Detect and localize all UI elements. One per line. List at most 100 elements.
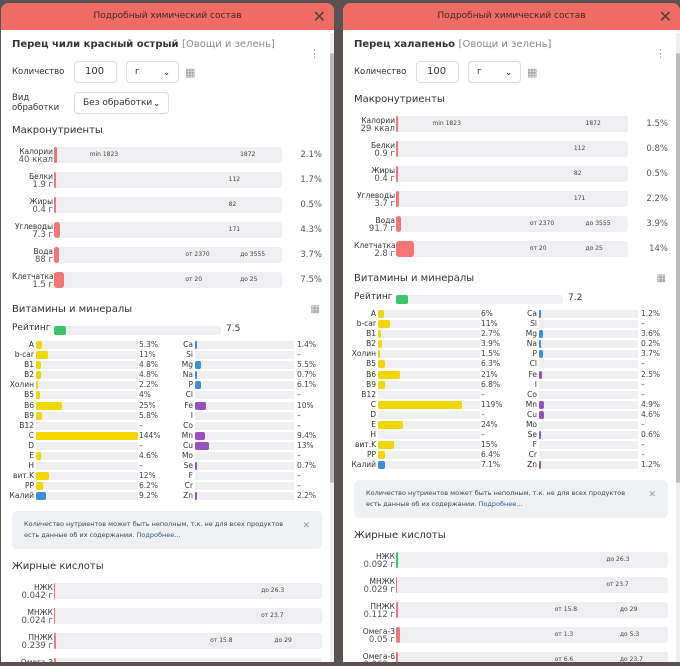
vitamins-title: Витамины и минералы ▦ xyxy=(354,273,668,289)
macros-label: Белки 0.9 г xyxy=(354,142,395,159)
fats-row: НЖК 0.042 г до 26.3 xyxy=(12,581,322,606)
vitamin-bar xyxy=(36,482,138,491)
dialog-header: Подробный химический состав ✕ xyxy=(1,3,334,30)
scrollbar-thumb[interactable] xyxy=(676,53,680,483)
macros-norm-marker: до 25 xyxy=(585,245,603,252)
vitamin-fill xyxy=(36,391,41,400)
vitamin-bar xyxy=(36,351,138,360)
mineral-percent: 1.2% xyxy=(641,309,661,318)
quantity-input[interactable]: 100 xyxy=(74,61,117,83)
fats-label: МНЖК 0.024 г xyxy=(12,608,53,625)
nutrient-row: B1 4.8% Mg 5.5% xyxy=(12,360,322,370)
dismiss-icon[interactable]: ✕ xyxy=(302,520,310,531)
macros-norm-marker: 82 xyxy=(573,170,582,177)
mineral-label: Mg xyxy=(525,329,537,339)
macros-row: Белки 0.9 г 112 0.8% xyxy=(354,139,668,164)
mineral-bar xyxy=(539,320,638,329)
vitamin-bar xyxy=(36,411,138,420)
mineral-fill xyxy=(195,361,201,370)
mineral-bar xyxy=(195,482,294,491)
more-options-icon[interactable]: ⋮ xyxy=(309,47,320,60)
macros-norm-marker: 82 xyxy=(228,201,237,208)
fats-value: 0.112 г xyxy=(363,609,395,620)
vitamin-bar xyxy=(36,391,138,400)
fats-label: МНЖК 0.029 г xyxy=(354,577,395,594)
vitamin-percent: – xyxy=(139,461,143,471)
mineral-percent: 0.7% xyxy=(297,461,317,471)
macros-value: 2.8 г xyxy=(374,249,395,259)
vitamin-bar xyxy=(378,410,480,419)
mineral-label: I xyxy=(190,410,193,420)
mineral-bar xyxy=(195,351,294,360)
scrollbar-thumb[interactable] xyxy=(330,53,334,483)
dismiss-icon[interactable]: ✕ xyxy=(648,489,656,500)
scrollbar[interactable] xyxy=(676,33,680,662)
mineral-bar xyxy=(195,411,294,420)
vitamin-label: B1 xyxy=(24,360,34,370)
mineral-bar xyxy=(195,341,294,349)
mineral-bar xyxy=(195,441,294,450)
macros-percent: 1.5% xyxy=(646,119,668,129)
mineral-label: F xyxy=(188,471,193,481)
fats-norm-marker: до 26.3 xyxy=(261,586,285,594)
macros-norm-marker: 171 xyxy=(573,195,586,202)
vitamin-bar xyxy=(36,431,138,440)
macros-label: Углеводы 7.3 г xyxy=(12,223,53,240)
vitamin-label: E xyxy=(29,451,34,461)
mineral-label: P xyxy=(532,349,537,359)
processing-label: Вид обработки xyxy=(12,93,60,113)
fats-row: МНЖК 0.029 г от 23.7 xyxy=(354,575,668,600)
nutrient-row: A 6% Ca 1.2% xyxy=(354,309,668,319)
vitamin-bar xyxy=(36,341,138,349)
vitamin-bar xyxy=(36,381,138,390)
mineral-percent: – xyxy=(297,471,301,481)
more-options-icon[interactable]: ⋮ xyxy=(655,47,666,60)
vitamin-fill xyxy=(378,400,463,409)
nutrient-row: B12 – Co – xyxy=(12,421,322,431)
quantity-input[interactable]: 100 xyxy=(416,61,459,83)
info-more-link[interactable]: Подробнее... xyxy=(136,530,181,539)
table-view-icon[interactable]: ▦ xyxy=(310,304,320,315)
macros-value: 29 ккал xyxy=(360,124,395,134)
fats-name: ПНЖК xyxy=(28,632,53,642)
macros-norm-marker: от 2370 xyxy=(529,220,555,227)
processing-select[interactable]: Без обработки ⌄ xyxy=(74,92,169,114)
mineral-label: Co xyxy=(183,420,193,430)
fats-row: Омега-30.011 г от 1.3 до 5.3 xyxy=(12,656,322,662)
macros-value: 3.7 г xyxy=(374,199,395,209)
fats-row: Омега-3 0.05 г от 1.3 до 5.3 xyxy=(354,625,668,650)
nutrient-row: B9 6.8% I – xyxy=(354,380,668,390)
food-title: Перец халапеньо xyxy=(354,39,456,50)
macros-norm-marker: до 3555 xyxy=(240,251,266,258)
macros-fill xyxy=(54,197,56,213)
fats-fill xyxy=(396,601,398,618)
mineral-label: Cl xyxy=(529,359,537,369)
info-more-link[interactable]: Подробнее... xyxy=(478,499,523,508)
macros-fill xyxy=(396,191,399,207)
scrollbar[interactable] xyxy=(330,33,334,662)
calculator-icon[interactable]: ▦ xyxy=(185,65,196,79)
vitamin-percent: 1.5% xyxy=(481,349,501,359)
vitamin-percent: 5.3% xyxy=(139,340,159,349)
macros-value: 91.7 г xyxy=(368,224,395,234)
vitamin-percent: 6.8% xyxy=(481,379,501,389)
calculator-icon[interactable]: ▦ xyxy=(527,65,538,79)
vitamin-bar xyxy=(378,340,480,349)
nutrient-row: B9 5.8% I – xyxy=(12,411,322,421)
vitamin-bar xyxy=(378,421,480,430)
fats-fill xyxy=(396,576,397,593)
quantity-label: Количество xyxy=(12,67,65,77)
close-icon[interactable]: ✕ xyxy=(658,7,672,26)
table-view-icon[interactable]: ▦ xyxy=(656,273,666,284)
unit-select[interactable]: г ⌄ xyxy=(126,61,179,83)
unit-select[interactable]: г ⌄ xyxy=(468,61,521,83)
rating-label: Рейтинг xyxy=(354,292,393,302)
food-category: [Овощи и зелень] xyxy=(182,39,275,50)
vitamin-percent: 4.8% xyxy=(139,370,159,380)
close-icon[interactable]: ✕ xyxy=(312,7,326,26)
nutrient-row: B12 – Co – xyxy=(354,390,668,400)
mineral-bar xyxy=(195,492,294,501)
fats-norm-marker: до 29 xyxy=(274,636,292,644)
macros-fill xyxy=(396,141,398,157)
macros-percent: 3.7% xyxy=(300,250,322,260)
